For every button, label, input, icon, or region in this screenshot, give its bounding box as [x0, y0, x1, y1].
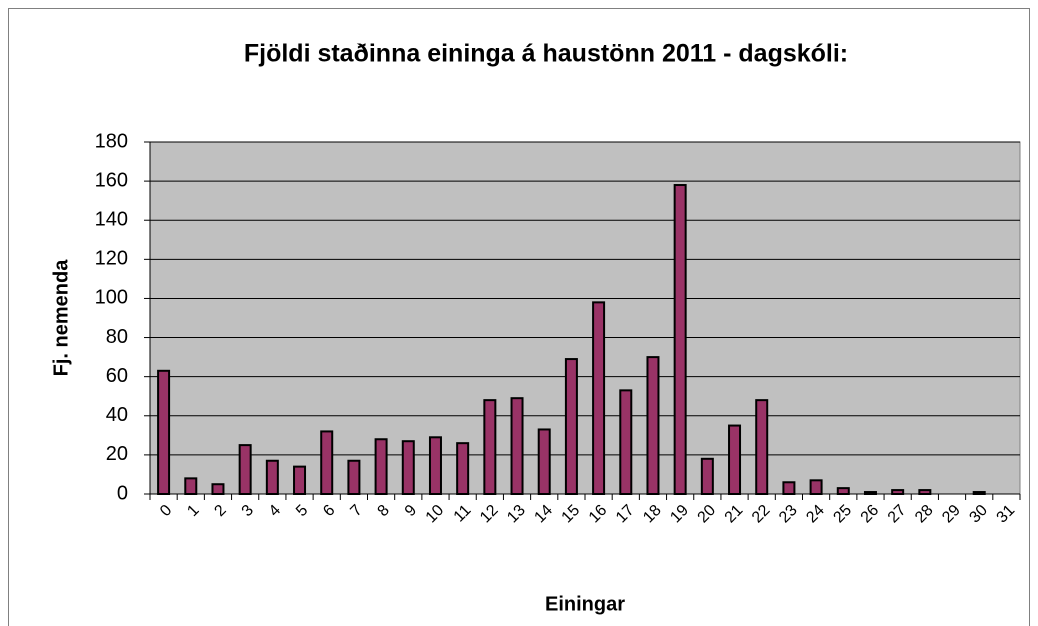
bar [428, 436, 442, 495]
bar [619, 389, 633, 496]
bar [863, 491, 877, 495]
bar [782, 481, 796, 495]
bar [728, 424, 742, 495]
bar [809, 479, 823, 495]
bar [700, 457, 714, 495]
bar [537, 428, 551, 496]
bar [564, 358, 578, 496]
bar [510, 397, 524, 495]
bar [211, 483, 225, 496]
bar [401, 440, 415, 496]
y-tick-label: 40 [106, 404, 128, 426]
bar [918, 489, 932, 496]
bar [265, 459, 279, 495]
plot-area [149, 141, 1021, 495]
y-tick-label: 100 [95, 287, 128, 309]
y-axis-label: Fj. nemenda [50, 259, 72, 377]
bar [157, 369, 171, 495]
bar [374, 438, 388, 495]
y-tick-label: 160 [95, 169, 128, 191]
bar [293, 465, 307, 495]
bar [320, 430, 334, 495]
bar [456, 442, 470, 495]
x-axis-label: Einingar [545, 593, 625, 615]
y-tick-label: 0 [117, 482, 128, 504]
bar [891, 489, 905, 496]
bar [646, 356, 660, 495]
bar [483, 399, 497, 495]
bar [592, 301, 606, 495]
y-tick-label: 180 [95, 130, 128, 152]
y-tick-label: 60 [106, 365, 128, 387]
bar [347, 459, 361, 495]
chart-title: Fjöldi staðinna eininga á haustönn 2011 … [244, 40, 848, 68]
y-tick-label: 120 [95, 248, 128, 270]
bar [836, 487, 850, 495]
bar [755, 399, 769, 495]
y-tick-label: 20 [106, 443, 128, 465]
bar [972, 491, 986, 495]
y-tick-label: 140 [95, 209, 128, 231]
bar [673, 184, 687, 495]
y-tick-label: 80 [106, 326, 128, 348]
bar [238, 444, 252, 496]
bar [184, 477, 198, 496]
